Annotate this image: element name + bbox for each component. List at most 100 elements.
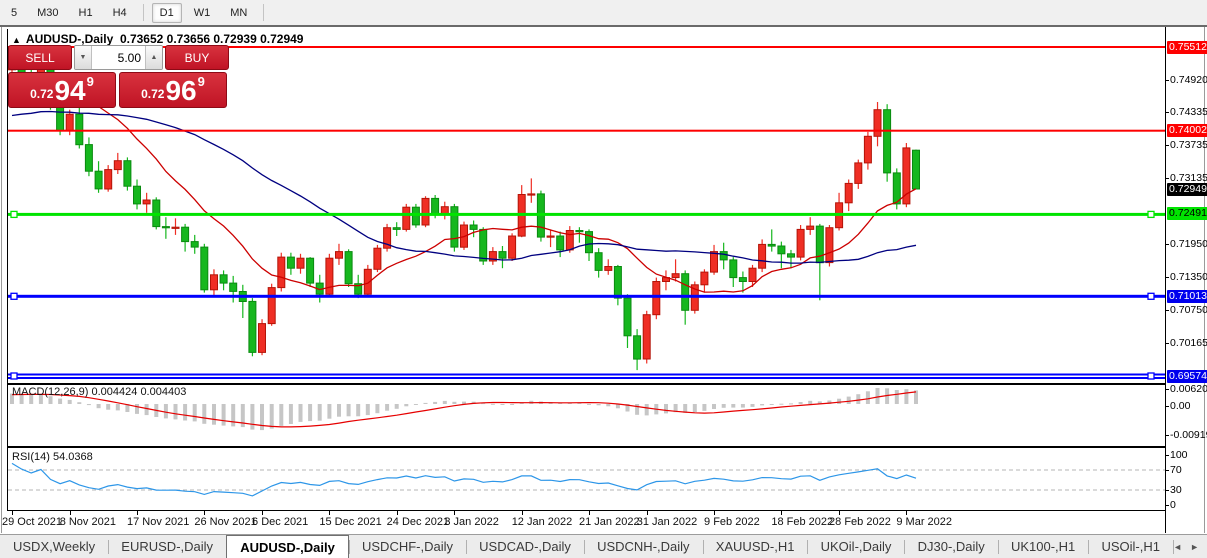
macd-histogram-bar xyxy=(250,404,255,430)
macd-histogram-bar xyxy=(462,401,466,404)
time-scale-label: 31 Jan 2022 xyxy=(636,516,698,528)
candle-body xyxy=(469,224,478,230)
symbol-tab-usoil-h1[interactable]: USOil-,H1 xyxy=(1101,539,1160,554)
macd-indicator-canvas[interactable] xyxy=(8,385,1165,446)
horizontal-line[interactable] xyxy=(8,294,1165,298)
candle-body xyxy=(738,277,747,283)
symbol-tab-xauusd-h1[interactable]: XAUUSD-,H1 xyxy=(715,539,795,554)
line-handle[interactable] xyxy=(10,372,18,380)
price-scale-label: 30 xyxy=(1170,483,1182,496)
macd-histogram-bar xyxy=(269,404,274,429)
volume-input[interactable]: 5.00 xyxy=(117,50,141,65)
macd-histogram-bar xyxy=(192,404,197,422)
main-chart-canvas[interactable] xyxy=(8,29,1165,383)
scale-tick xyxy=(1165,277,1169,278)
time-scale-label: 9 Feb 2022 xyxy=(704,516,760,528)
macd-histogram-bar xyxy=(173,404,178,420)
candle-body xyxy=(142,199,151,205)
horizontal-line[interactable] xyxy=(8,212,1165,216)
candle-body xyxy=(325,257,334,295)
scroll-right-icon[interactable]: ► xyxy=(1190,541,1199,552)
price-scale-separator xyxy=(1165,27,1166,533)
macd-histogram-bar xyxy=(442,400,447,404)
time-scale-label: 12 Jan 2022 xyxy=(511,516,573,528)
time-scale-tick xyxy=(12,511,13,515)
macd-histogram-bar xyxy=(308,404,313,422)
candle-body xyxy=(190,241,199,248)
timeframe-button-5[interactable]: 5 xyxy=(11,6,18,19)
horizontal-line[interactable] xyxy=(8,373,1165,376)
macd-histogram-bar xyxy=(760,404,765,406)
timeframe-button-h4[interactable]: H4 xyxy=(112,6,127,19)
macd-histogram-bar xyxy=(625,404,630,412)
scale-tick xyxy=(1165,80,1169,81)
sell-price-button[interactable]: 0.72 94 9 xyxy=(8,72,116,108)
timeframe-button-m30[interactable]: M30 xyxy=(37,6,59,19)
timeframe-button-h1[interactable]: H1 xyxy=(78,6,93,19)
volume-increase-icon[interactable]: ▲ xyxy=(145,46,162,69)
price-scale-label: 0.71350 xyxy=(1170,270,1207,283)
time-scale-tick xyxy=(521,511,523,515)
sell-button[interactable]: SELL xyxy=(8,45,72,70)
timeframe-button-w1[interactable]: W1 xyxy=(193,6,211,19)
one-click-collapse-icon[interactable]: ▲ xyxy=(12,35,21,45)
chart-title: ▲ AUDUSD-,Daily 0.73652 0.73656 0.72939 0… xyxy=(12,32,303,46)
scroll-left-icon[interactable]: ◄ xyxy=(1173,541,1183,552)
candle-body xyxy=(421,197,430,226)
line-handle[interactable] xyxy=(1147,372,1155,380)
symbol-tab-dj30-daily[interactable]: DJ30-,Daily xyxy=(917,539,985,554)
candle-body xyxy=(854,162,863,184)
candle-body xyxy=(411,206,420,226)
macd-histogram-bar xyxy=(914,390,918,404)
macd-histogram-bar xyxy=(385,404,390,411)
macd-histogram-bar xyxy=(38,394,43,404)
macd-histogram-bar xyxy=(712,404,716,409)
line-handle[interactable] xyxy=(10,210,18,219)
macd-histogram-bar xyxy=(673,404,678,413)
line-handle[interactable] xyxy=(1147,292,1155,300)
macd-histogram-bar xyxy=(67,399,72,404)
symbol-tab-ukoil-daily[interactable]: UKOil-,Daily xyxy=(820,539,892,554)
line-handle[interactable] xyxy=(10,292,18,300)
one-click-trading-panel: SELL ▼ 5.00 ▲ BUY 0.72 94 9 0.72 96 9 xyxy=(8,45,229,108)
symbol-tab-usdx-weekly[interactable]: USDX,Weekly xyxy=(13,539,96,554)
timeframe-button-mn[interactable]: MN xyxy=(230,6,248,19)
scale-tick xyxy=(1165,490,1169,491)
candle-body xyxy=(363,268,372,295)
candle-body xyxy=(335,251,343,259)
candle-body xyxy=(479,228,488,262)
macd-histogram-bar xyxy=(683,404,688,413)
price-scale-label: 0.69574 xyxy=(1167,369,1207,383)
buy-price-button[interactable]: 0.72 96 9 xyxy=(119,72,227,108)
candle-body xyxy=(210,274,218,291)
horizontal-line[interactable] xyxy=(8,46,1165,48)
macd-histogram-bar xyxy=(48,396,53,404)
macd-signal-line xyxy=(11,391,917,428)
candle-body xyxy=(912,149,920,190)
candle-body xyxy=(440,206,449,215)
macd-histogram-bar xyxy=(846,396,851,404)
horizontal-line[interactable] xyxy=(8,129,1165,132)
price-scale-label: 0.74335 xyxy=(1170,105,1207,118)
line-handle[interactable] xyxy=(1147,210,1155,219)
time-scale-label: 29 Oct 2021 xyxy=(2,516,62,528)
symbol-tab-audusd-daily[interactable]: AUDUSD-,Daily xyxy=(226,535,349,558)
macd-histogram-bar xyxy=(163,404,168,419)
buy-button[interactable]: BUY xyxy=(165,45,229,70)
symbol-tab-uk100-h1[interactable]: UK100-,H1 xyxy=(1010,539,1076,554)
volume-decrease-icon[interactable]: ▼ xyxy=(75,46,92,69)
plot-left-border xyxy=(7,29,8,511)
candle-body xyxy=(902,147,911,205)
candle-body xyxy=(181,226,190,243)
horizontal-line[interactable] xyxy=(8,377,1165,379)
price-scale-label: -0.00919 xyxy=(1170,428,1207,441)
macd-histogram-bar xyxy=(279,404,284,426)
ohlc-values: 0.73652 0.73656 0.72939 0.72949 xyxy=(119,32,304,46)
timeframe-button-d1[interactable]: D1 xyxy=(151,2,182,23)
rsi-indicator-canvas[interactable] xyxy=(8,449,1165,510)
symbol-tab-usdcnh-daily[interactable]: USDCNH-,Daily xyxy=(597,539,690,554)
symbol-tab-usdcad-daily[interactable]: USDCAD-,Daily xyxy=(479,539,571,554)
symbol-tab-usdchf-daily[interactable]: USDCHF-,Daily xyxy=(362,539,453,554)
macd-histogram-bar xyxy=(865,391,870,404)
symbol-tab-eurusd-daily[interactable]: EURUSD-,Daily xyxy=(121,539,214,554)
